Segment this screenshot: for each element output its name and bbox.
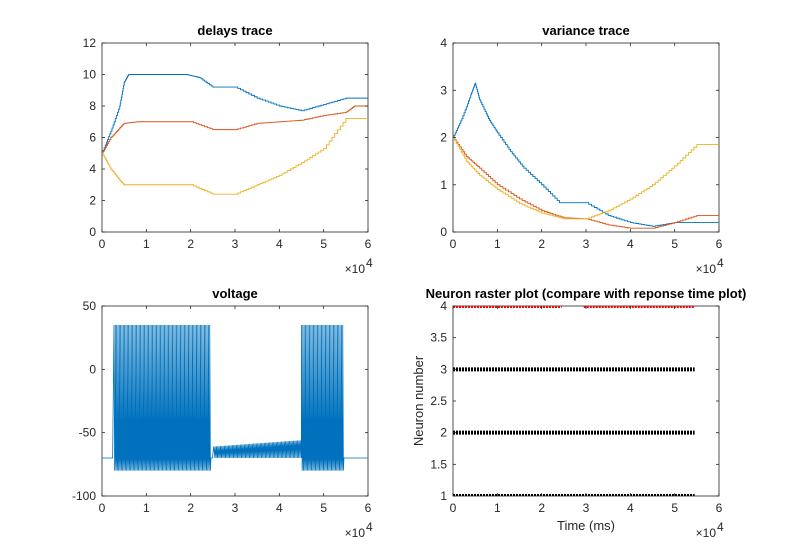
x-tick-label: 3 bbox=[232, 501, 239, 515]
plot-frame bbox=[452, 305, 720, 497]
y-tick-label: 0 bbox=[440, 225, 447, 239]
x-multiplier-label: ×10 bbox=[345, 262, 366, 276]
plot-area bbox=[102, 324, 368, 471]
y-tick-label: -50 bbox=[79, 426, 97, 440]
y-tick-label: 4 bbox=[440, 36, 447, 50]
x-tick-label: 1 bbox=[494, 237, 501, 251]
y-tick-label: 12 bbox=[83, 36, 97, 50]
series-line-2 bbox=[102, 105, 368, 154]
series-line-3 bbox=[453, 137, 719, 220]
plot-area bbox=[453, 306, 695, 496]
x-tick-label: 3 bbox=[232, 237, 239, 251]
x-tick-label: 4 bbox=[627, 237, 634, 251]
x-tick-label: 0 bbox=[450, 237, 457, 251]
plot-area bbox=[453, 82, 719, 229]
y-axis-label: Neuron number bbox=[411, 355, 426, 446]
chart-title: delays trace bbox=[197, 23, 272, 38]
plot-frame bbox=[101, 42, 369, 233]
x-tick-label: 2 bbox=[538, 501, 545, 515]
x-tick-label: 4 bbox=[627, 501, 634, 515]
y-tick-label: -100 bbox=[72, 489, 96, 503]
x-tick-label: 1 bbox=[494, 501, 501, 515]
x-tick-label: 2 bbox=[187, 237, 194, 251]
x-tick-label: 5 bbox=[320, 501, 327, 515]
x-multiplier-exponent: 4 bbox=[717, 256, 724, 270]
plot-frame bbox=[452, 42, 720, 233]
x-tick-label: 2 bbox=[187, 501, 194, 515]
x-tick-label: 1 bbox=[143, 237, 150, 251]
chart-title: voltage bbox=[212, 286, 258, 301]
x-tick-label: 0 bbox=[450, 501, 457, 515]
x-multiplier-exponent: 4 bbox=[366, 520, 373, 534]
series-line-2 bbox=[453, 137, 719, 229]
x-tick-label: 4 bbox=[276, 237, 283, 251]
x-tick-label: 5 bbox=[671, 501, 678, 515]
x-tick-label: 3 bbox=[583, 237, 590, 251]
y-tick-label: 1.5 bbox=[430, 457, 447, 471]
x-tick-label: 2 bbox=[538, 237, 545, 251]
y-tick-label: 3 bbox=[440, 83, 447, 97]
y-tick-label: 2 bbox=[440, 131, 447, 145]
x-tick-label: 0 bbox=[99, 237, 106, 251]
x-multiplier-label: ×10 bbox=[696, 526, 717, 540]
x-tick-label: 6 bbox=[716, 237, 723, 251]
y-tick-label: 4 bbox=[89, 162, 96, 176]
y-tick-label: 2 bbox=[89, 194, 96, 208]
y-tick-label: 8 bbox=[89, 99, 96, 113]
x-tick-label: 5 bbox=[671, 237, 678, 251]
y-tick-label: 1 bbox=[440, 178, 447, 192]
x-axis-label: Time (ms) bbox=[557, 518, 615, 533]
y-tick-label: 3.5 bbox=[430, 331, 447, 345]
x-tick-label: 6 bbox=[365, 501, 372, 515]
chart-title: Neuron raster plot (compare with reponse… bbox=[426, 286, 747, 301]
y-tick-label: 10 bbox=[83, 68, 97, 82]
plot-area bbox=[102, 74, 368, 195]
x-tick-label: 6 bbox=[716, 501, 723, 515]
y-tick-label: 6 bbox=[89, 131, 96, 145]
y-tick-label: 3 bbox=[440, 362, 447, 376]
x-multiplier-label: ×10 bbox=[345, 526, 366, 540]
x-tick-label: 5 bbox=[320, 237, 327, 251]
x-tick-label: 0 bbox=[99, 501, 106, 515]
chart-title: variance trace bbox=[542, 23, 629, 38]
x-multiplier-exponent: 4 bbox=[366, 256, 373, 270]
y-tick-label: 2 bbox=[440, 426, 447, 440]
voltage-trace bbox=[102, 324, 368, 471]
y-tick-label: 0 bbox=[89, 362, 96, 376]
x-multiplier-exponent: 4 bbox=[717, 520, 724, 534]
series-line-1 bbox=[453, 82, 719, 227]
series-line-3 bbox=[102, 118, 368, 195]
y-tick-label: 4 bbox=[440, 299, 447, 313]
y-tick-label: 2.5 bbox=[430, 394, 447, 408]
x-tick-label: 1 bbox=[143, 501, 150, 515]
y-tick-label: 1 bbox=[440, 489, 447, 503]
series-line-1 bbox=[102, 74, 368, 154]
x-tick-label: 4 bbox=[276, 501, 283, 515]
y-tick-label: 0 bbox=[89, 225, 96, 239]
y-tick-label: 50 bbox=[83, 299, 97, 313]
x-tick-label: 3 bbox=[583, 501, 590, 515]
x-tick-label: 6 bbox=[365, 237, 372, 251]
x-multiplier-label: ×10 bbox=[696, 262, 717, 276]
